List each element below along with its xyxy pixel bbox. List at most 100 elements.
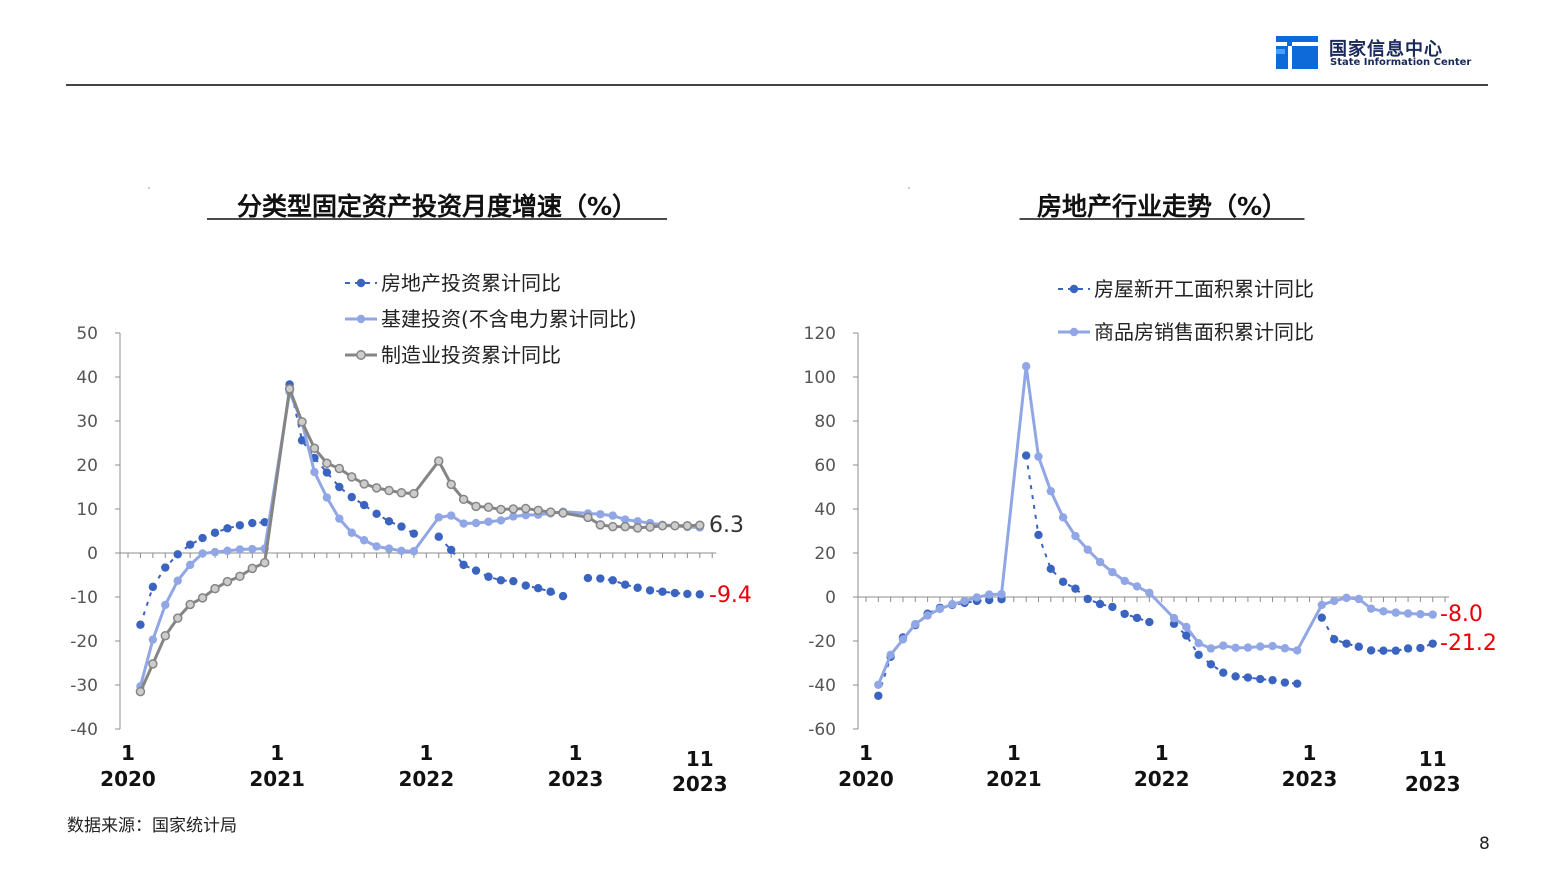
data-point [322, 458, 332, 468]
data-point [985, 590, 994, 599]
data-point [347, 528, 356, 537]
y-tick-label: 0 [87, 544, 98, 564]
y-tick-label: 30 [76, 412, 98, 432]
data-point [632, 523, 643, 533]
x-tick-year: 2023 [548, 767, 604, 791]
data-point [695, 590, 704, 599]
data-point [148, 635, 158, 644]
data-point [185, 540, 195, 549]
data-point [633, 583, 642, 592]
x-tick-year: 2022 [398, 767, 454, 791]
data-point [621, 580, 630, 589]
data-point [1280, 644, 1290, 653]
data-point [309, 443, 320, 454]
data-point [372, 509, 381, 519]
data-point [235, 545, 245, 554]
legend-label: 制造业投资累计同比 [381, 343, 561, 367]
data-point [297, 436, 307, 445]
data-point [521, 503, 531, 514]
x-tick-year: 2020 [838, 767, 894, 791]
data-point [1243, 643, 1253, 652]
data-point [1428, 639, 1437, 648]
data-point [1231, 672, 1240, 681]
legend-swatch-marker [1069, 327, 1079, 337]
series-line [438, 536, 564, 598]
data-point [545, 507, 556, 517]
data-point [1293, 679, 1302, 688]
data-point [248, 518, 257, 528]
chart-title: 房地产行业走势（%） [1037, 192, 1287, 221]
data-point [1145, 617, 1154, 627]
data-point [397, 546, 406, 555]
data-point [384, 517, 394, 526]
data-point [235, 571, 245, 582]
data-point [185, 599, 195, 610]
data-point [972, 593, 982, 602]
y-tick-label: 80 [814, 412, 836, 432]
data-point [1366, 646, 1376, 655]
data-point [1317, 613, 1327, 622]
x-tick-month: 1 [1303, 741, 1317, 765]
logo-chinese-name: 国家信息中心 [1329, 39, 1443, 60]
data-point [259, 557, 270, 568]
data-point [359, 479, 369, 489]
x-tick-year: 2021 [249, 767, 305, 791]
data-point [284, 384, 295, 394]
data-point [608, 521, 618, 532]
data-point [1428, 610, 1437, 619]
y-tick-label: -60 [808, 720, 836, 740]
data-point [496, 504, 506, 515]
data-point [1416, 643, 1425, 653]
data-point [521, 510, 530, 520]
data-point [509, 576, 518, 586]
data-point [135, 686, 146, 697]
data-point [645, 586, 655, 595]
data-point [148, 659, 158, 669]
x-tick-month: 1 [419, 741, 433, 765]
series-2: -8.0 [874, 362, 1483, 689]
legend-label: 商品房销售面积累计同比 [1094, 320, 1314, 344]
data-point [322, 468, 332, 477]
data-point [1120, 576, 1129, 586]
data-point [1206, 644, 1216, 653]
data-point [1416, 609, 1425, 619]
data-point [210, 547, 220, 557]
series-1: -21.2 [874, 451, 1497, 700]
data-point [1243, 673, 1253, 682]
data-point [459, 560, 468, 570]
series-2 [136, 386, 704, 691]
data-point [210, 528, 220, 537]
x-tick-year: 2020 [100, 767, 156, 791]
data-point [161, 563, 170, 572]
data-point [621, 515, 630, 524]
state-information-center-logo: 国家信息中心 State Information Center [1276, 36, 1496, 76]
data-point [335, 514, 344, 523]
data-point [1095, 557, 1105, 567]
data-point [235, 521, 245, 530]
y-tick-label: -20 [70, 632, 98, 652]
data-point [1182, 631, 1191, 640]
data-point [874, 691, 883, 700]
data-point [898, 635, 908, 644]
data-point [172, 613, 183, 623]
legend-swatch-marker [1069, 284, 1079, 294]
data-point [558, 591, 568, 601]
data-point [371, 483, 382, 493]
x-tick-month: 1 [270, 741, 284, 765]
data-point [997, 589, 1006, 599]
data-point [396, 487, 407, 498]
data-point [533, 584, 543, 593]
data-point [645, 522, 655, 532]
data-point [533, 505, 543, 516]
x-tick-month: 1 [1007, 741, 1021, 765]
legend-label: 基建投资(不含电力累计同比) [381, 307, 637, 331]
data-point [198, 533, 207, 543]
data-point [496, 516, 506, 525]
series-line [290, 384, 414, 533]
end-value-label: 6.3 [709, 513, 744, 538]
data-point [136, 620, 145, 629]
data-point [1256, 642, 1265, 651]
